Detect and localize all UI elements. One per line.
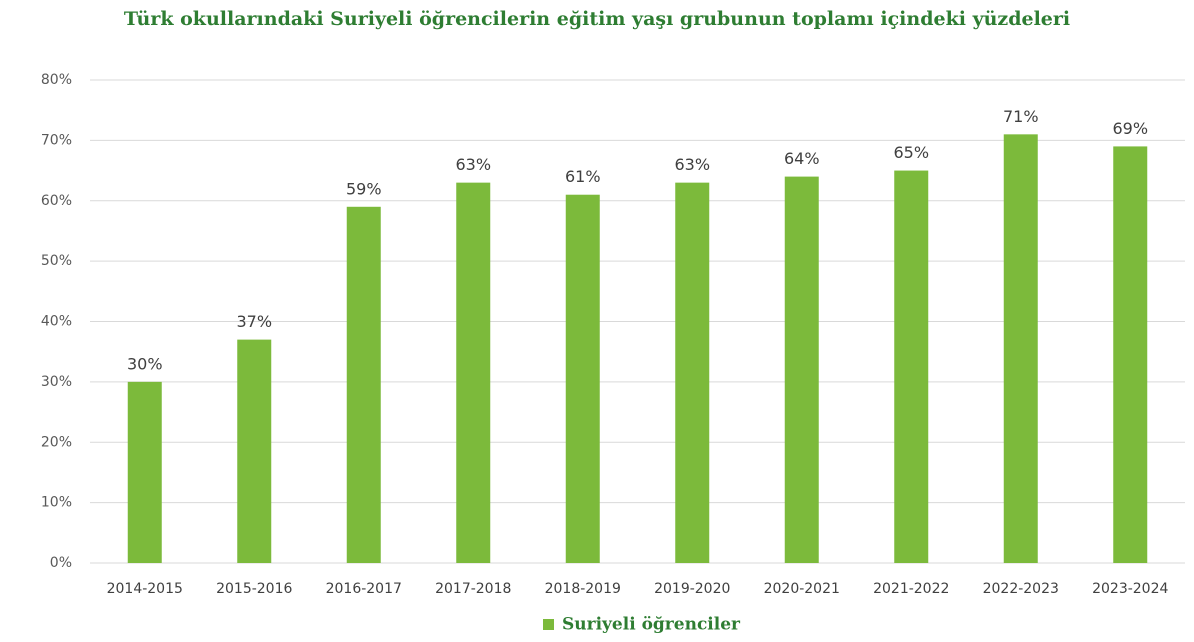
x-tick-label: 2014-2015 (107, 581, 183, 597)
x-tick-label: 2019-2020 (654, 581, 730, 597)
x-tick-label: 2017-2018 (435, 581, 511, 597)
value-label: 30% (127, 354, 163, 373)
value-label: 65% (893, 143, 929, 162)
bar (456, 182, 491, 563)
bar (237, 339, 272, 563)
chart-title: Türk okullarındaki Suriyeli öğrencilerin… (124, 8, 1070, 30)
value-label: 71% (1003, 107, 1039, 126)
y-tick-label: 70% (41, 132, 72, 148)
x-tick-label: 2020-2021 (764, 581, 840, 597)
bar (346, 206, 381, 563)
bar (675, 182, 710, 563)
value-label: 59% (346, 179, 382, 198)
x-tick-label: 2018-2019 (545, 581, 621, 597)
value-label: 64% (784, 149, 820, 168)
y-tick-label: 50% (41, 253, 72, 269)
x-tick-label: 2016-2017 (326, 581, 402, 597)
bar (1003, 134, 1038, 563)
x-tick-label: 2023-2024 (1092, 581, 1168, 597)
y-tick-label: 40% (41, 314, 72, 330)
value-label: 63% (674, 155, 710, 174)
value-label: 61% (565, 167, 601, 186)
bar (894, 170, 929, 563)
value-label: 69% (1112, 119, 1148, 138)
value-label: 37% (236, 312, 272, 331)
y-tick-label: 30% (41, 374, 72, 390)
bar (565, 194, 600, 563)
value-label: 63% (455, 155, 491, 174)
y-tick-label: 0% (50, 555, 72, 571)
y-tick-label: 20% (41, 434, 72, 450)
x-tick-label: 2022-2023 (983, 581, 1059, 597)
legend-swatch (543, 619, 554, 630)
y-tick-label: 10% (41, 495, 72, 511)
bar (784, 176, 819, 563)
legend-label: Suriyeli öğrenciler (562, 615, 741, 635)
y-tick-label: 80% (41, 72, 72, 88)
x-tick-label: 2015-2016 (216, 581, 292, 597)
bar (1113, 146, 1148, 563)
x-tick-label: 2021-2022 (873, 581, 949, 597)
y-tick-label: 60% (41, 193, 72, 209)
bar (127, 381, 162, 563)
